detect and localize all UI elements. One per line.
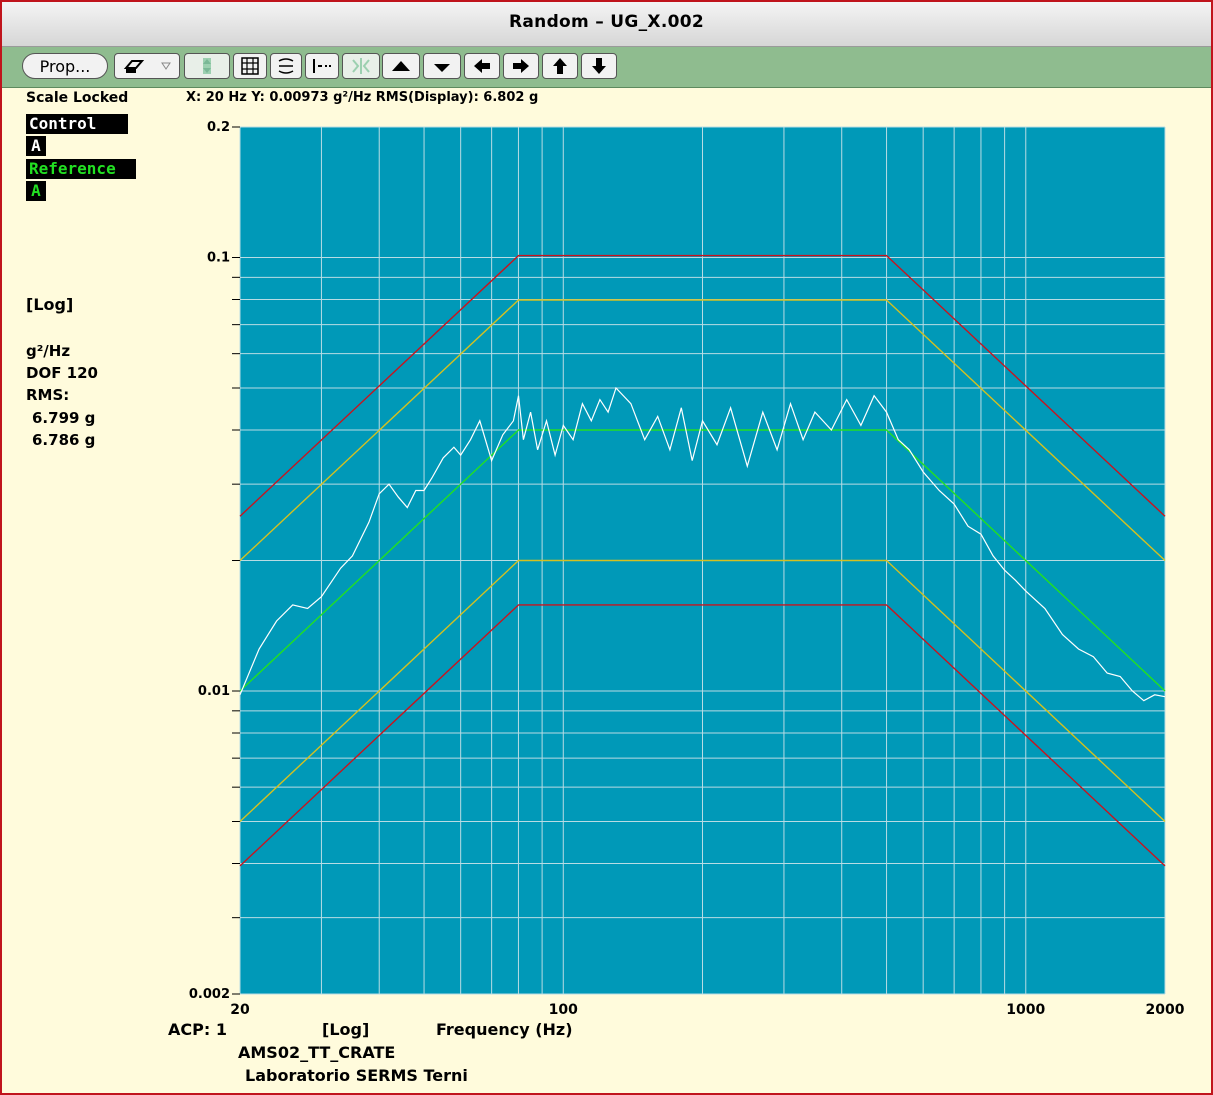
x-tick-label: 1000 <box>1006 1002 1045 1018</box>
upper-abort-line <box>239 254 1166 517</box>
down-arrow-icon <box>592 58 606 74</box>
pan-up-button[interactable] <box>542 53 578 79</box>
rms-control-value: 6.799 g <box>32 409 96 427</box>
y-tick-label: 0.002 <box>189 987 230 1002</box>
x-axis-title: Frequency (Hz) <box>436 1020 573 1039</box>
dof-label: DOF 120 <box>26 364 98 382</box>
y-tick-label: 0.2 <box>207 120 230 135</box>
pan-left-button[interactable] <box>464 53 500 79</box>
pan-down-button[interactable] <box>581 53 617 79</box>
x-tick-label: 2000 <box>1146 1002 1185 1018</box>
rms-label: RMS: <box>26 386 70 404</box>
scale-type-label: [Log] <box>26 295 74 314</box>
reference-channel-tag[interactable]: A <box>26 181 46 201</box>
reference-profile-line <box>239 429 1166 692</box>
lower-abort-line <box>239 604 1166 867</box>
title-bar[interactable]: Random – UG_X.002 <box>2 2 1211 47</box>
grid-button[interactable] <box>233 53 267 79</box>
upper-alarm-line <box>239 299 1166 562</box>
scroll-down-button[interactable] <box>423 53 461 79</box>
right-arrow-icon <box>513 59 529 73</box>
down-triangle-icon <box>434 64 450 72</box>
grid-icon <box>241 57 259 75</box>
test-name-label: AMS02_TT_CRATE <box>238 1043 396 1062</box>
pan-right-button[interactable] <box>503 53 539 79</box>
units-label: g²/Hz <box>26 342 71 360</box>
control-legend[interactable]: Control <box>26 114 128 134</box>
control-spectrum-line <box>239 386 1166 702</box>
cursor-readout: X: 20 Hz Y: 0.00973 g²/Hz RMS(Display): … <box>186 90 539 105</box>
acp-label: ACP: 1 <box>168 1020 227 1039</box>
marker-button[interactable] <box>305 53 339 79</box>
marker-icon <box>313 59 331 73</box>
expand-button[interactable] <box>342 53 380 79</box>
print-button[interactable] <box>114 53 180 79</box>
x-scale-type-label: [Log] <box>322 1020 370 1039</box>
left-arrow-icon <box>474 59 490 73</box>
y-tick-label: 0.01 <box>198 684 230 699</box>
autoscale-icon <box>203 58 211 74</box>
x-tick-label: 20 <box>230 1002 250 1018</box>
properties-button[interactable]: Prop... <box>22 53 108 79</box>
autoscale-button[interactable] <box>184 53 230 79</box>
lab-name-label: Laboratorio SERMS Terni <box>245 1066 468 1085</box>
printer-icon <box>123 60 144 73</box>
lower-alarm-line <box>239 559 1166 823</box>
cursor-icon <box>278 58 294 74</box>
toolbar: Prop... <box>2 47 1211 88</box>
up-triangle-icon <box>392 61 410 71</box>
dropdown-arrow-icon <box>160 62 171 70</box>
expand-icon <box>352 58 370 74</box>
up-arrow-icon <box>553 58 567 74</box>
rms-reference-value: 6.786 g <box>32 431 96 449</box>
control-channel-tag[interactable]: A <box>26 136 46 156</box>
x-tick-label: 100 <box>549 1002 578 1018</box>
scale-locked-label: Scale Locked <box>26 90 129 106</box>
window-title: Random – UG_X.002 <box>509 12 704 32</box>
y-tick-label: 0.1 <box>207 250 230 265</box>
reference-legend[interactable]: Reference <box>26 159 136 179</box>
scroll-up-button[interactable] <box>382 53 420 79</box>
cursor-button[interactable] <box>270 53 302 79</box>
